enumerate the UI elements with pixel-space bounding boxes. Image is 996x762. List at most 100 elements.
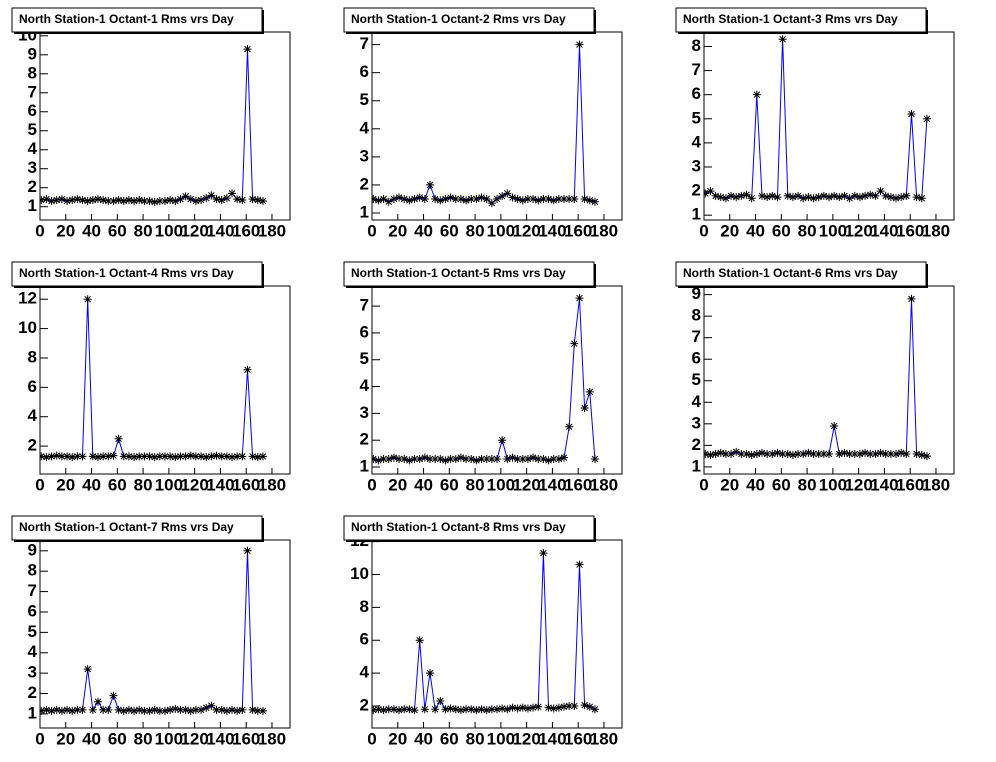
data-marker — [892, 194, 901, 203]
data-marker — [104, 197, 113, 206]
title-box — [675, 261, 927, 287]
data-marker — [431, 194, 440, 203]
x-tick-label: 0 — [35, 475, 44, 494]
data-marker — [57, 195, 66, 204]
data-marker — [523, 454, 532, 463]
data-marker — [258, 452, 267, 461]
data-marker — [871, 449, 880, 458]
x-tick-label: 40 — [82, 475, 101, 494]
data-marker — [104, 705, 113, 714]
x-tick-label: 140 — [206, 729, 234, 748]
data-marker — [487, 454, 496, 463]
x-tick-label: 60 — [108, 221, 127, 240]
data-marker — [258, 197, 267, 206]
data-marker — [155, 452, 164, 461]
y-tick-label: 2 — [692, 435, 701, 454]
data-layer — [40, 295, 267, 462]
data-marker — [395, 193, 404, 202]
data-marker — [866, 190, 875, 199]
data-marker — [539, 454, 548, 463]
x-tick-label: 0 — [35, 729, 44, 748]
y-tick-label: 5 — [360, 90, 369, 109]
y-tick-label: 7 — [28, 82, 37, 101]
data-marker — [850, 191, 859, 200]
data-marker — [922, 114, 931, 123]
data-marker — [372, 194, 378, 203]
data-marker — [166, 452, 175, 461]
y-tick-label: 3 — [28, 158, 37, 177]
data-marker — [222, 706, 231, 715]
x-tick-label: 60 — [440, 475, 459, 494]
data-marker — [155, 706, 164, 715]
data-marker — [539, 194, 548, 203]
x-tick-label: 180 — [258, 729, 286, 748]
data-marker — [52, 705, 61, 714]
data-marker — [560, 194, 569, 203]
data-marker — [155, 197, 164, 206]
data-marker — [487, 199, 496, 208]
data-marker — [727, 449, 736, 458]
x-tick-label: 140 — [870, 475, 898, 494]
data-marker — [63, 705, 72, 714]
data-marker — [161, 197, 169, 206]
data-marker — [161, 706, 169, 715]
data-marker — [757, 191, 766, 200]
y-tick-label: 8 — [692, 36, 701, 55]
data-layer — [704, 294, 931, 461]
data-marker — [109, 691, 118, 700]
data-marker — [186, 706, 195, 715]
data-marker — [763, 449, 772, 458]
data-marker — [825, 449, 833, 458]
data-marker — [580, 194, 589, 203]
data-marker — [549, 454, 558, 463]
x-tick-label: 0 — [367, 475, 376, 494]
x-tick-label: 160 — [232, 729, 260, 748]
x-tick-label: 60 — [108, 475, 127, 494]
data-marker — [794, 191, 803, 200]
data-marker — [809, 449, 818, 458]
data-marker — [565, 701, 574, 710]
data-marker — [861, 191, 870, 200]
data-marker — [570, 701, 579, 710]
data-marker — [405, 456, 414, 465]
y-tick-label: 5 — [28, 120, 37, 139]
data-marker — [881, 449, 890, 458]
x-tick-label: 160 — [564, 729, 592, 748]
data-marker — [575, 560, 584, 569]
x-tick-label: 160 — [564, 221, 592, 240]
data-marker — [482, 454, 491, 463]
data-marker — [400, 454, 409, 463]
data-marker — [176, 705, 185, 714]
data-marker — [825, 193, 833, 202]
data-marker — [181, 452, 190, 461]
data-marker — [78, 705, 87, 714]
data-marker — [114, 434, 123, 443]
data-marker — [493, 454, 501, 463]
data-marker — [78, 452, 87, 461]
data-marker — [513, 194, 522, 203]
data-marker — [135, 452, 144, 461]
x-tick-label: 160 — [896, 221, 924, 240]
y-tick-label: 6 — [28, 377, 37, 396]
chart-title: North Station-1 Octant-8 Rms vrs Day — [351, 520, 566, 534]
data-marker — [379, 454, 388, 463]
data-marker — [420, 194, 429, 203]
data-marker — [590, 197, 599, 206]
x-tick-label: 20 — [56, 729, 75, 748]
data-layer — [40, 45, 267, 206]
data-marker — [145, 197, 154, 206]
y-tick-label: 9 — [692, 284, 701, 303]
data-marker — [405, 196, 414, 205]
data-marker — [902, 191, 911, 200]
data-marker — [881, 191, 890, 200]
data-marker — [181, 705, 190, 714]
data-marker — [752, 449, 761, 458]
data-marker — [716, 193, 725, 202]
data-marker — [799, 449, 808, 458]
x-tick-label: 180 — [590, 475, 618, 494]
x-tick-label: 80 — [134, 475, 153, 494]
data-marker — [819, 191, 828, 200]
data-marker — [145, 706, 154, 715]
data-marker — [425, 454, 434, 463]
